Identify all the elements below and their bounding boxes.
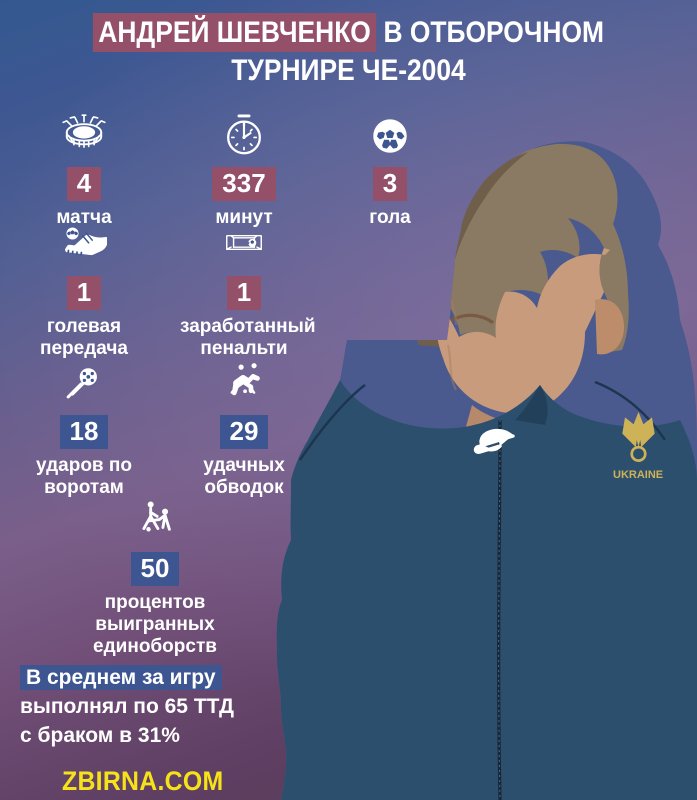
svg-text:UKRAINE: UKRAINE [613,469,663,481]
